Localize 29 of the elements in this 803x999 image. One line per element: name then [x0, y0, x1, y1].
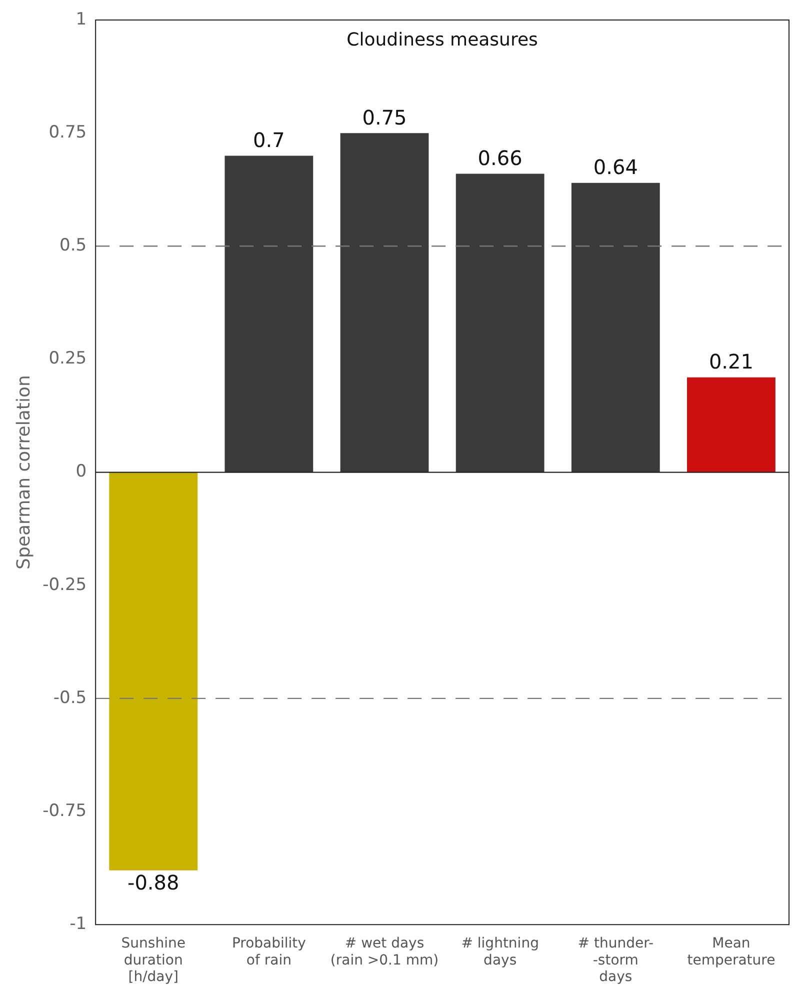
y-tick-label: 0.5 [60, 236, 87, 256]
y-tick-label: 0 [76, 462, 87, 482]
data-label: 0.75 [362, 105, 407, 130]
bar [456, 174, 544, 472]
y-tick-label: 0.75 [48, 122, 87, 142]
bar [340, 133, 429, 472]
y-tick-label: 0.25 [48, 348, 87, 369]
y-tick-label: 1 [76, 9, 87, 30]
x-tick-label: Mean temperature [687, 936, 776, 968]
bar [571, 182, 660, 472]
x-tick-label: # lightning days [461, 936, 539, 968]
data-label: 0.7 [253, 128, 285, 152]
data-label: 0.64 [593, 155, 638, 180]
y-tick-label: -0.25 [42, 574, 87, 595]
y-tick-label: -0.75 [42, 800, 87, 821]
data-label: -0.88 [127, 870, 180, 895]
bar [109, 472, 198, 870]
x-tick-label: Probability of rain [232, 936, 306, 968]
annotation: Cloudiness measures [346, 30, 538, 51]
data-label: 0.66 [478, 146, 522, 170]
data-label: 0.21 [708, 350, 754, 374]
y-tick-label: -0.5 [53, 688, 87, 708]
y-tick-label: -1 [70, 914, 87, 934]
x-tick-label: Sunshine duration [h/day] [121, 936, 186, 986]
x-tick-label: # wet days (rain >0.1 mm) [330, 936, 439, 968]
bar [224, 156, 314, 472]
x-tick-label: # thunder- -storm days [578, 936, 654, 986]
bar [687, 377, 776, 472]
y-axis-title: Spearman correlation [13, 375, 34, 570]
